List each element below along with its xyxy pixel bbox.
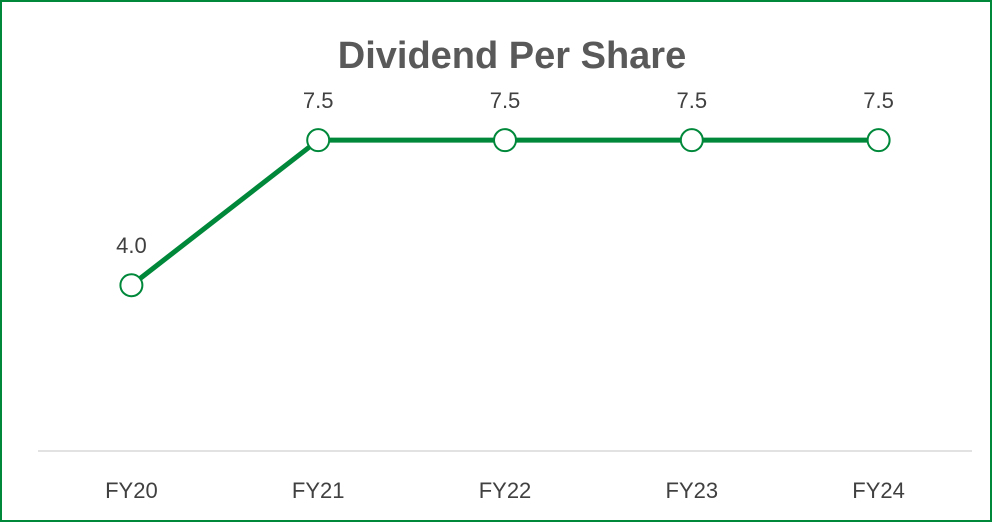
x-tick-label: FY23 bbox=[666, 478, 719, 503]
data-label: 7.5 bbox=[863, 88, 894, 113]
x-tick-label: FY22 bbox=[479, 478, 532, 503]
marker bbox=[679, 128, 704, 153]
x-tick-label: FY24 bbox=[852, 478, 905, 503]
marker bbox=[119, 273, 144, 298]
data-label: 4.0 bbox=[116, 233, 147, 258]
marker bbox=[866, 128, 891, 153]
chart-title: Dividend Per Share bbox=[338, 35, 686, 77]
x-tick-label: FY20 bbox=[105, 478, 158, 503]
marker bbox=[306, 128, 331, 153]
x-tick-label: FY21 bbox=[292, 478, 345, 503]
data-label: 7.5 bbox=[677, 88, 708, 113]
marker bbox=[493, 128, 517, 153]
data-label: 7.5 bbox=[490, 88, 521, 113]
data-label: 7.5 bbox=[303, 88, 334, 113]
